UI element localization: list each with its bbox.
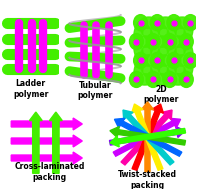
- Ellipse shape: [172, 40, 188, 62]
- Ellipse shape: [150, 40, 160, 62]
- Ellipse shape: [173, 55, 191, 66]
- Ellipse shape: [184, 40, 193, 62]
- Ellipse shape: [169, 74, 187, 85]
- FancyArrow shape: [113, 118, 181, 156]
- Ellipse shape: [150, 22, 160, 43]
- Ellipse shape: [184, 15, 197, 31]
- Ellipse shape: [167, 22, 176, 43]
- FancyArrow shape: [132, 104, 163, 170]
- Ellipse shape: [139, 21, 154, 43]
- Ellipse shape: [150, 59, 160, 81]
- Ellipse shape: [173, 17, 191, 28]
- Ellipse shape: [167, 15, 181, 31]
- FancyArrow shape: [11, 135, 82, 147]
- FancyArrow shape: [109, 127, 185, 145]
- Ellipse shape: [139, 59, 154, 81]
- Ellipse shape: [156, 17, 175, 28]
- Ellipse shape: [136, 36, 154, 47]
- Ellipse shape: [167, 59, 176, 81]
- Ellipse shape: [172, 21, 188, 43]
- Ellipse shape: [129, 71, 143, 87]
- FancyArrow shape: [11, 152, 82, 164]
- FancyArrow shape: [114, 118, 182, 156]
- FancyArrow shape: [121, 110, 172, 165]
- Ellipse shape: [150, 15, 164, 31]
- Ellipse shape: [179, 71, 193, 87]
- Ellipse shape: [163, 71, 177, 87]
- Ellipse shape: [172, 59, 188, 81]
- Ellipse shape: [140, 17, 158, 28]
- Ellipse shape: [184, 52, 197, 69]
- Ellipse shape: [129, 34, 143, 50]
- Text: Twist-stacked
packing: Twist-stacked packing: [118, 170, 177, 189]
- FancyArrow shape: [30, 112, 42, 173]
- Ellipse shape: [146, 34, 160, 50]
- Ellipse shape: [150, 52, 164, 69]
- Text: Cross-laminated
packing: Cross-laminated packing: [14, 162, 85, 182]
- FancyArrow shape: [110, 127, 186, 145]
- Text: 2D
polymer: 2D polymer: [144, 85, 179, 104]
- Ellipse shape: [134, 22, 143, 43]
- Ellipse shape: [134, 15, 148, 31]
- Ellipse shape: [134, 40, 143, 62]
- FancyArrow shape: [110, 128, 186, 147]
- Ellipse shape: [152, 36, 170, 47]
- Ellipse shape: [156, 21, 171, 43]
- Ellipse shape: [184, 22, 193, 43]
- FancyArrow shape: [50, 112, 62, 173]
- Ellipse shape: [134, 52, 148, 69]
- Ellipse shape: [167, 40, 176, 62]
- Ellipse shape: [136, 74, 154, 85]
- Ellipse shape: [156, 55, 175, 66]
- Ellipse shape: [179, 34, 193, 50]
- Text: Tubular
polymer: Tubular polymer: [77, 81, 113, 100]
- FancyArrow shape: [132, 104, 163, 170]
- FancyArrow shape: [11, 118, 82, 130]
- Ellipse shape: [184, 59, 193, 81]
- Ellipse shape: [167, 52, 181, 69]
- Ellipse shape: [139, 40, 154, 62]
- Ellipse shape: [134, 59, 143, 81]
- Ellipse shape: [146, 71, 160, 87]
- Ellipse shape: [156, 40, 171, 62]
- FancyArrow shape: [141, 102, 154, 172]
- Ellipse shape: [163, 34, 177, 50]
- Ellipse shape: [152, 74, 170, 85]
- Ellipse shape: [140, 55, 158, 66]
- Ellipse shape: [169, 36, 187, 47]
- Ellipse shape: [156, 59, 171, 81]
- Text: Ladder
polymer: Ladder polymer: [13, 79, 48, 98]
- FancyArrow shape: [123, 110, 174, 165]
